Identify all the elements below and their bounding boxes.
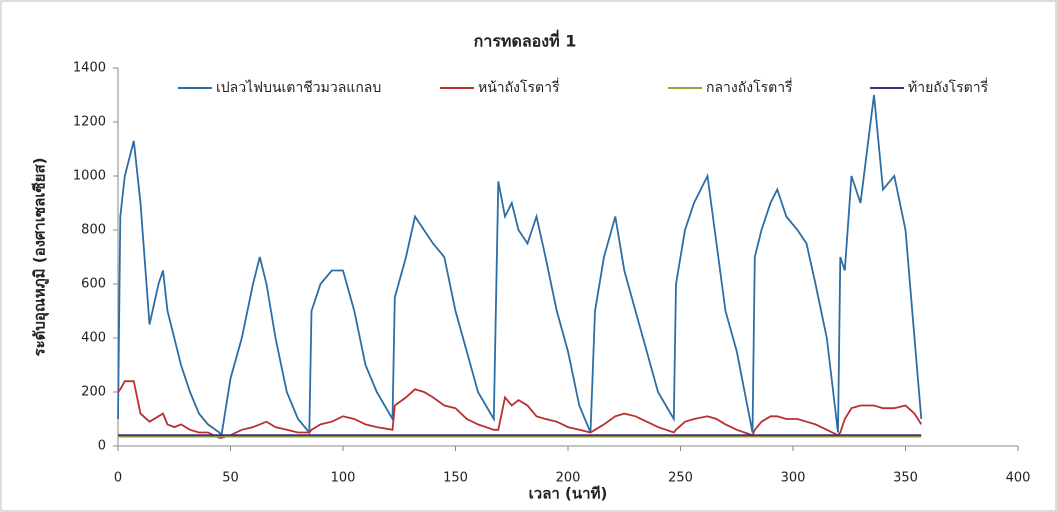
legend-label: ท้ายถังโรตารี่ xyxy=(908,78,989,96)
y-tick-label: 1000 xyxy=(73,169,106,184)
x-tick-label: 100 xyxy=(331,471,356,486)
x-axis-title: เวลา (นาที) xyxy=(529,485,608,503)
chart-title: การทดลองที่ 1 xyxy=(474,30,577,51)
legend-label: หน้าถังโรตารี่ xyxy=(478,78,560,96)
x-tick-label: 200 xyxy=(556,471,581,486)
series-line xyxy=(117,380,923,439)
y-tick-label: 1400 xyxy=(73,61,106,76)
x-tick-label: 300 xyxy=(781,471,806,486)
y-tick-label: 200 xyxy=(81,385,106,400)
y-tick-label: 0 xyxy=(98,439,106,454)
x-tick-label: 150 xyxy=(443,471,468,486)
y-axis-title: ระดับอุณหภูมิ (องศาเซลเซียส) xyxy=(31,158,50,357)
x-tick-label: 400 xyxy=(1006,471,1031,486)
legend-label: กลางถังโรตารี่ xyxy=(706,78,793,96)
x-tick-label: 50 xyxy=(222,471,239,486)
y-tick-label: 600 xyxy=(81,277,106,292)
x-tick-label: 350 xyxy=(893,471,918,486)
x-tick-label: 250 xyxy=(668,471,693,486)
y-tick-label: 400 xyxy=(81,331,106,346)
y-tick-label: 800 xyxy=(81,223,106,238)
x-tick-label: 0 xyxy=(114,471,122,486)
y-tick-label: 1200 xyxy=(73,115,106,130)
legend-label: เปลวไฟบนเตาชีวมวลแกลบ xyxy=(216,79,381,96)
